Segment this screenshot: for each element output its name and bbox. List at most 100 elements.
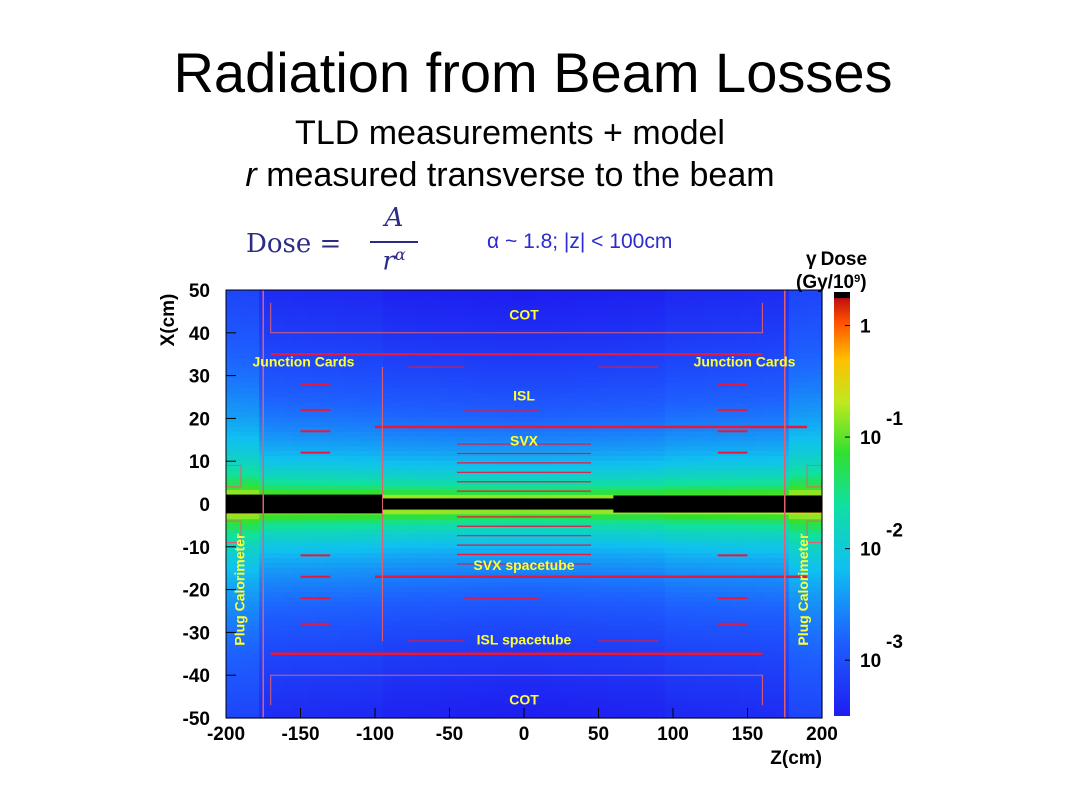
heatmap-cell <box>242 591 252 598</box>
heatmap-cell <box>524 416 533 422</box>
heatmap-cell <box>250 304 260 311</box>
heatmap-cell <box>333 518 343 525</box>
heatmap-cell <box>457 567 467 573</box>
heatmap-cell <box>573 489 583 495</box>
heatmap-cell <box>507 606 517 612</box>
heatmap-cell <box>308 387 318 393</box>
heatmap-cell <box>275 630 285 636</box>
heatmap-cell <box>673 299 682 306</box>
heatmap-cell <box>598 533 608 539</box>
heatmap-cell <box>408 440 417 447</box>
heatmap-cell <box>267 455 277 461</box>
heatmap-cell <box>548 489 558 495</box>
heatmap-cell <box>375 397 384 403</box>
heatmap-cell <box>242 401 252 408</box>
heatmap-cell <box>490 591 500 598</box>
heatmap-cell <box>408 362 417 369</box>
heatmap-cell <box>540 683 550 690</box>
heatmap-cell <box>524 552 533 559</box>
heatmap-cell <box>474 591 484 598</box>
heatmap-cell <box>375 290 384 296</box>
heatmap-cell <box>383 518 393 525</box>
heatmap-cell <box>532 290 542 296</box>
heatmap-cell <box>565 314 575 320</box>
heatmap-cell <box>490 528 500 534</box>
heatmap-cell <box>590 523 600 529</box>
heatmap-cell <box>631 572 641 578</box>
heatmap-cell <box>490 343 500 349</box>
heatmap-cell <box>441 703 451 709</box>
heatmap-cell <box>350 338 360 345</box>
heatmap-cell <box>300 703 310 709</box>
heatmap-cell <box>226 362 235 369</box>
heatmap-cell <box>325 397 335 403</box>
heatmap-cell <box>590 688 600 695</box>
heatmap-cell <box>639 431 649 437</box>
heatmap-cell <box>548 338 558 345</box>
heatmap-cell <box>408 309 417 315</box>
heatmap-cell <box>267 645 277 651</box>
heatmap-cell <box>441 615 451 622</box>
heatmap-cell <box>441 469 451 476</box>
heatmap-cell <box>275 299 285 306</box>
heatmap-cell <box>226 489 235 495</box>
heatmap-cell <box>226 445 235 452</box>
heatmap-cell <box>416 489 426 495</box>
heatmap-cell <box>548 416 558 422</box>
heatmap-cell <box>656 387 666 393</box>
heatmap-cell <box>656 469 666 476</box>
heatmap-cell <box>267 421 277 427</box>
heatmap-cell <box>283 372 293 379</box>
heatmap-cell <box>366 562 376 568</box>
heatmap-cell <box>565 688 575 695</box>
heatmap-cell <box>524 645 533 651</box>
heatmap-cell <box>474 484 484 491</box>
heatmap-cell <box>234 698 244 705</box>
heatmap-cell <box>317 484 326 491</box>
heatmap-cell <box>639 542 649 549</box>
heatmap-cell <box>631 450 641 456</box>
heatmap-cell <box>490 572 500 578</box>
heatmap-cell <box>441 353 451 359</box>
heatmap-cell <box>341 338 351 345</box>
heatmap-cell <box>664 645 674 651</box>
heatmap-cell <box>499 508 509 515</box>
heatmap-cell <box>557 426 566 432</box>
heatmap-cell <box>432 581 442 588</box>
heatmap-cell <box>391 294 401 301</box>
heatmap-cell <box>391 474 401 481</box>
heatmap-cell <box>358 479 368 486</box>
heatmap-cell <box>590 494 600 500</box>
heatmap-cell <box>350 523 360 529</box>
heatmap-cell <box>673 611 682 617</box>
heatmap-cell <box>234 542 244 549</box>
heatmap-cell <box>432 392 442 398</box>
heatmap-cell <box>656 479 666 486</box>
heatmap-cell <box>317 309 326 315</box>
heatmap-cell <box>250 319 260 325</box>
heatmap-cell <box>375 333 384 340</box>
heatmap-cell <box>333 440 343 447</box>
heatmap-cell <box>507 698 517 705</box>
heatmap-cell <box>391 406 401 413</box>
heatmap-cell <box>325 703 335 709</box>
heatmap-cell <box>515 348 525 354</box>
heatmap-cell <box>689 557 699 563</box>
heatmap-cell <box>639 411 649 418</box>
heatmap-cell <box>507 669 517 675</box>
heatmap-cell <box>548 421 558 427</box>
heatmap-cell <box>648 353 658 359</box>
heatmap-cell <box>391 683 401 690</box>
heatmap-cell <box>532 299 542 306</box>
heatmap-cell <box>424 620 434 627</box>
heatmap-cell <box>350 654 360 661</box>
heatmap-cell <box>507 290 517 296</box>
heatmap-cell <box>648 421 658 427</box>
heatmap-cell <box>292 469 302 476</box>
heatmap-cell <box>432 688 442 695</box>
heatmap-cell <box>416 645 426 651</box>
heatmap-cell <box>474 290 484 296</box>
heatmap-cell <box>283 567 293 573</box>
heatmap-cell <box>308 713 318 719</box>
heatmap-cell <box>366 693 376 700</box>
